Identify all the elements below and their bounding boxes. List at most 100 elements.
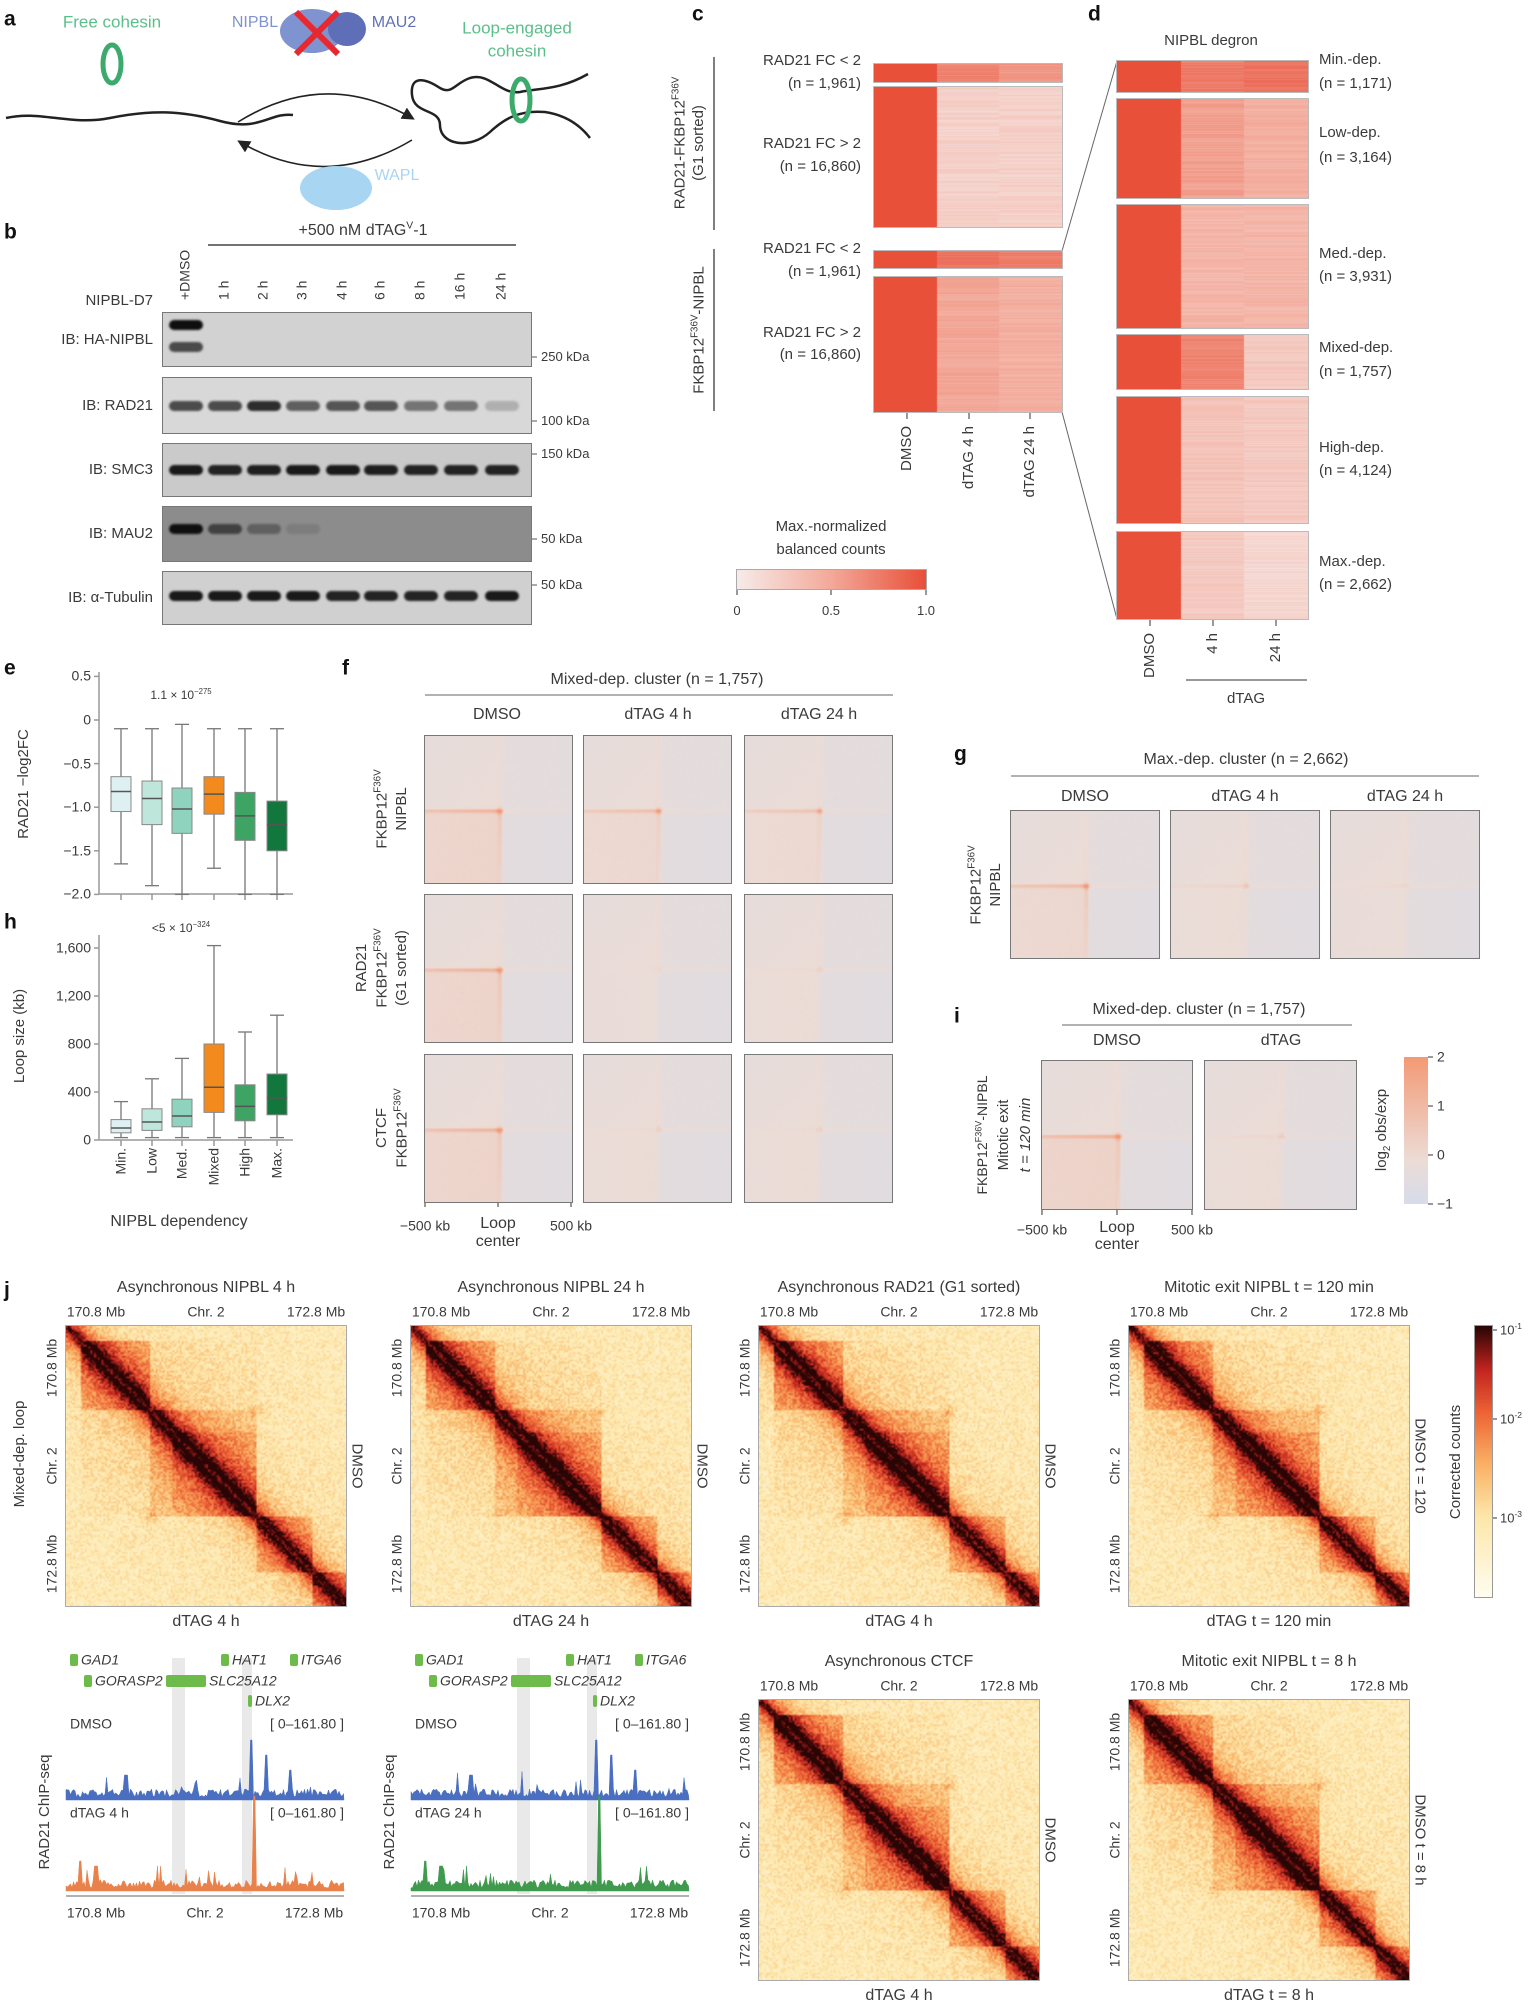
axis-label: 170.8 Mb bbox=[759, 1303, 819, 1320]
heatmap-block bbox=[873, 250, 1063, 269]
apa-heatmap bbox=[1010, 810, 1160, 959]
lane-label: 6 h bbox=[371, 280, 388, 300]
blot-band bbox=[444, 591, 478, 601]
axis-label: 170.8 Mb bbox=[66, 1303, 126, 1320]
row-label: Mixed-dep. loop bbox=[10, 1400, 28, 1508]
lane-label: 8 h bbox=[411, 280, 428, 300]
cross-icon bbox=[293, 9, 341, 57]
row-label: FKBP12F36V-NIPBL bbox=[973, 1075, 990, 1194]
label-part: F36V bbox=[966, 845, 978, 869]
gene-label: GORASP2 bbox=[440, 1672, 508, 1689]
row-count: (n = 1,961) bbox=[788, 74, 861, 92]
axis-label: 172.8 Mb bbox=[1349, 1677, 1409, 1694]
label-part: 1.1 × 10 bbox=[150, 687, 195, 702]
zoom-connector bbox=[1061, 411, 1118, 620]
column-label: DMSO bbox=[1061, 788, 1109, 806]
panel-label-c: c bbox=[692, 2, 704, 26]
axis-label: 172.8 Mb bbox=[629, 1904, 689, 1921]
panel-label-b: b bbox=[4, 220, 17, 244]
column-label: DMSO bbox=[1093, 1032, 1141, 1050]
row-label: CTCF bbox=[372, 1108, 390, 1148]
y-tick-label: 800 bbox=[67, 1035, 91, 1052]
colorbar-tick: 10-2 bbox=[1500, 1411, 1522, 1427]
hic-title: Asynchronous NIPBL 24 h bbox=[457, 1279, 645, 1297]
x-tick-label: Max. bbox=[268, 1148, 285, 1179]
blot-band bbox=[404, 401, 438, 411]
box-2 bbox=[171, 787, 193, 834]
apa-heatmap bbox=[1041, 1060, 1193, 1210]
axis-label: 172.8 Mb bbox=[1106, 1908, 1123, 1968]
colorbar-tick: 2 bbox=[1437, 1048, 1445, 1065]
x-tick-label: Loop bbox=[480, 1215, 516, 1233]
blot-band bbox=[286, 465, 320, 475]
nipbl-label: NIPBL bbox=[231, 14, 279, 32]
box-4 bbox=[234, 1084, 256, 1122]
gene-label: GAD1 bbox=[81, 1651, 120, 1668]
colorbar-tick: 0 bbox=[1437, 1146, 1445, 1163]
group-label: dTAG bbox=[1226, 689, 1266, 707]
axis-label: 172.8 Mb bbox=[1349, 1303, 1409, 1320]
y-tick-label: −1.5 bbox=[63, 842, 91, 859]
gene-label: DLX2 bbox=[600, 1692, 636, 1709]
blot-band bbox=[485, 465, 519, 475]
column-label: DMSO bbox=[1140, 633, 1158, 678]
looped-dna-strand bbox=[410, 72, 591, 145]
blot-band bbox=[247, 591, 281, 601]
gene-glyph-icon bbox=[70, 1654, 78, 1666]
track-range: [ 0–161.80 ] bbox=[270, 1715, 344, 1732]
blot-label: IB: SMC3 bbox=[88, 460, 153, 478]
hic-bottom-label: dTAG 24 h bbox=[512, 1613, 590, 1631]
axis-label: Chr. 2 bbox=[43, 1447, 60, 1485]
column-label: DMSO bbox=[473, 706, 521, 724]
hic-right-label: DMSO t = 8 h bbox=[1411, 1794, 1429, 1886]
mau2-label: MAU2 bbox=[371, 14, 417, 32]
apa-heatmap bbox=[424, 735, 573, 884]
box-1 bbox=[141, 780, 163, 826]
cluster-label: High-dep. bbox=[1319, 438, 1385, 456]
blot-label: IB: MAU2 bbox=[88, 524, 153, 542]
axis-label: 172.8 Mb bbox=[43, 1534, 60, 1594]
gene-glyph-icon bbox=[415, 1654, 423, 1666]
colorbar-tick: 1 bbox=[1437, 1097, 1445, 1114]
box-0 bbox=[110, 1119, 132, 1134]
label-part: F36V bbox=[372, 769, 384, 793]
label-part: 10 bbox=[1500, 1411, 1515, 1427]
marker-label: 50 kDa bbox=[541, 576, 583, 592]
column-label: 24 h bbox=[1266, 633, 1284, 663]
y-axis-label: RAD21 ChIP-seq bbox=[35, 1754, 53, 1870]
x-tick-label: Mixed bbox=[205, 1148, 222, 1186]
cluster-count: (n = 1,757) bbox=[1319, 362, 1392, 380]
cluster-count: (n = 3,164) bbox=[1319, 148, 1392, 166]
label-part: log bbox=[1373, 1151, 1391, 1172]
label-part: -NIPBL bbox=[690, 266, 708, 315]
y-tick-label: 1,600 bbox=[55, 939, 91, 956]
loop-engaged-cohesin-icon bbox=[509, 76, 533, 124]
colorbar-tick: 0 bbox=[733, 602, 741, 618]
loop-engaged-label: cohesin bbox=[487, 41, 547, 61]
treatment-label: +500 nM dTAGV-1 bbox=[299, 221, 428, 240]
gene-label: ITGA6 bbox=[646, 1651, 687, 1668]
row-label: RAD21 bbox=[352, 943, 370, 993]
column-label: dTAG bbox=[1260, 1032, 1302, 1050]
colorbar-label: Corrected counts bbox=[1446, 1404, 1464, 1520]
blot-label: IB: α-Tubulin bbox=[68, 588, 153, 606]
axis-label: Chr. 2 bbox=[1106, 1821, 1123, 1859]
gene-label: SLC25A12 bbox=[554, 1672, 622, 1689]
apa-heatmap bbox=[1170, 810, 1320, 959]
blot-band bbox=[485, 591, 519, 601]
heatmap-block bbox=[873, 276, 1063, 413]
row-count: (n = 1,961) bbox=[788, 262, 861, 280]
apa-heatmap bbox=[744, 894, 893, 1043]
row-label: FKBP12F36V bbox=[392, 1088, 411, 1167]
hic-map bbox=[1128, 1325, 1410, 1607]
row-label: FKBP12F36V bbox=[966, 845, 985, 924]
label-part: -1 bbox=[1514, 1321, 1522, 1332]
panel-label-h: h bbox=[4, 910, 17, 934]
gene-glyph-icon bbox=[429, 1675, 437, 1687]
label-part: 10 bbox=[1500, 1322, 1515, 1338]
blot-band bbox=[169, 465, 203, 475]
apa-heatmap bbox=[424, 894, 573, 1043]
row-label: Mitotic exit bbox=[994, 1099, 1012, 1171]
cell-line-label: NIPBL-D7 bbox=[85, 291, 153, 309]
heatmap-title: NIPBL degron bbox=[1164, 31, 1258, 49]
